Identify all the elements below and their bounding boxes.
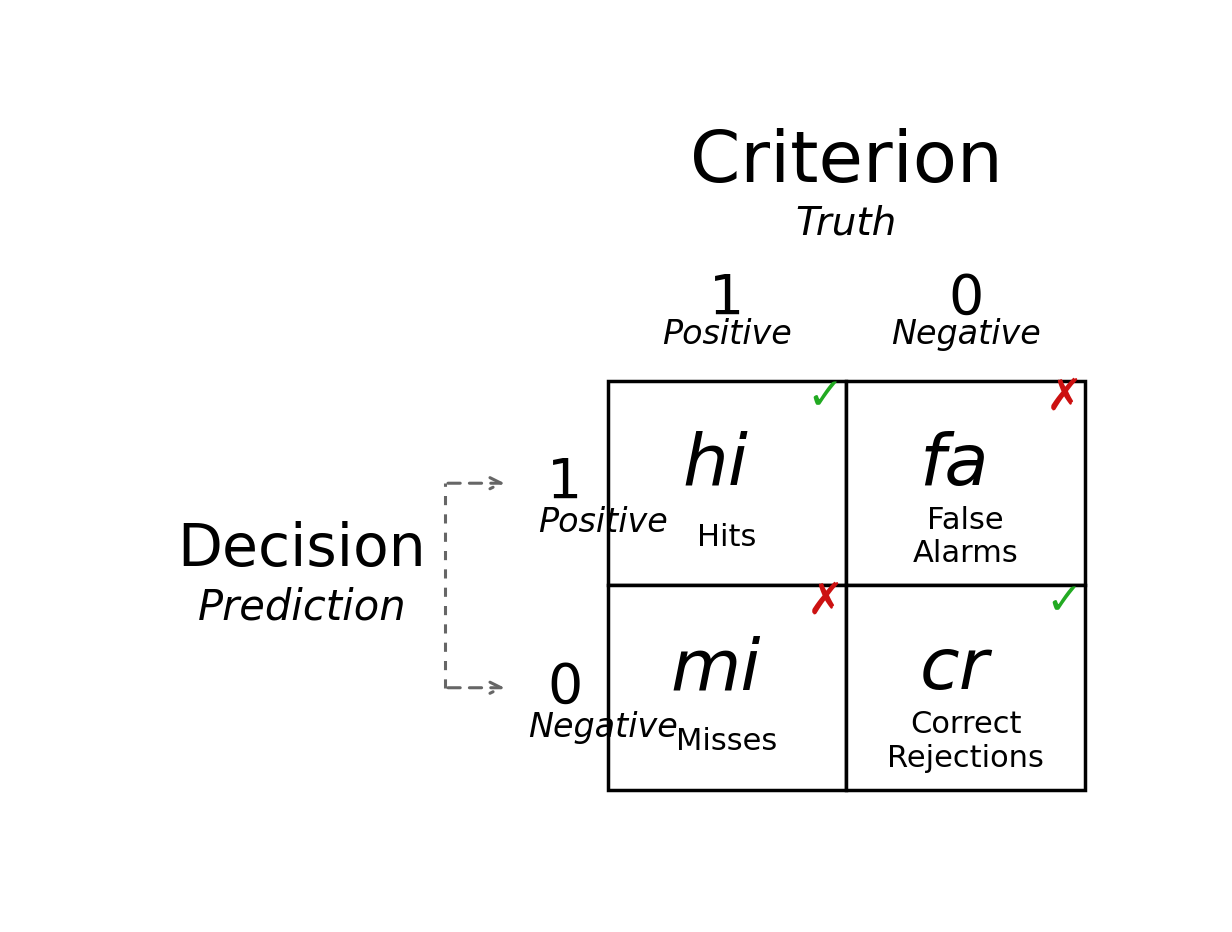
Text: 0: 0 [947,271,983,325]
Text: Misses: Misses [676,727,777,756]
Text: ✗: ✗ [807,580,844,623]
Text: Criterion: Criterion [690,128,1003,197]
Text: Prediction: Prediction [197,586,407,628]
Text: 1: 1 [710,271,744,325]
Text: False
Alarms: False Alarms [913,506,1019,569]
Text: hi: hi [683,431,748,500]
Text: Positive: Positive [662,318,792,350]
Text: Negative: Negative [891,318,1041,350]
Text: Negative: Negative [527,711,678,744]
Text: Positive: Positive [538,506,668,540]
Bar [846,381,1085,585]
Text: cr: cr [919,636,989,705]
Text: 0: 0 [547,661,583,715]
Text: Hits: Hits [697,523,756,552]
Text: Correct
Rejections: Correct Rejections [887,710,1044,773]
Text: mi: mi [670,636,760,705]
Bar [607,381,846,585]
Text: ✓: ✓ [1045,580,1083,623]
Text: ✗: ✗ [1045,376,1083,418]
Bar [607,585,846,790]
Text: 1: 1 [547,457,583,510]
Text: ✓: ✓ [807,376,844,418]
Text: Truth: Truth [796,204,897,242]
Text: fa: fa [919,431,989,500]
Bar [846,585,1085,790]
Text: Decision: Decision [177,521,426,578]
